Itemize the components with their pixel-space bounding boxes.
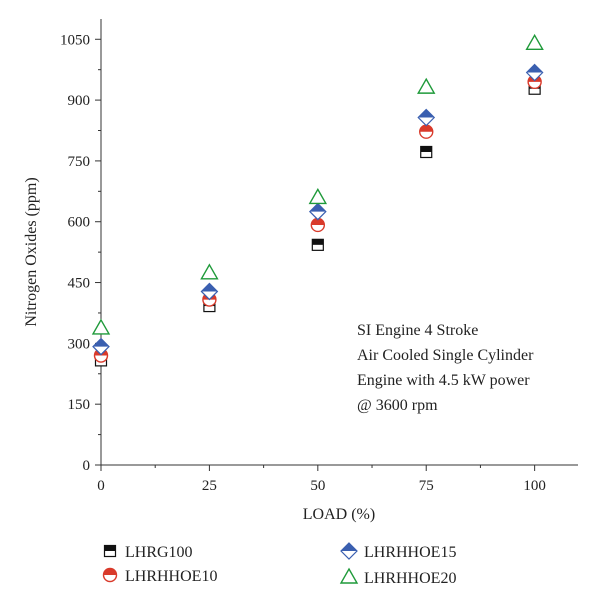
y-tick-label: 750: [68, 154, 91, 170]
y-tick-label: 450: [68, 276, 91, 292]
y-axis-title: Nitrogen Oxides (ppm): [23, 177, 40, 326]
legend-marker: [340, 542, 358, 560]
y-tick-label: 0: [83, 458, 91, 474]
data-point: [420, 145, 433, 159]
data-markers: [91, 33, 544, 367]
y-tick-label: 900: [68, 93, 91, 109]
y-tick-label: 1050: [60, 32, 90, 48]
legend-label: LHRHHOE10: [125, 568, 217, 585]
legend-marker: [102, 567, 118, 583]
legend-label: LHRHHOE20: [364, 570, 456, 587]
data-point: [308, 202, 327, 221]
annotation-line-3: Engine with 4.5 kW power: [357, 372, 530, 389]
data-point: [308, 187, 328, 205]
legend-label: LHRHHOE15: [364, 544, 456, 561]
x-tick-label: 0: [97, 478, 105, 494]
y-tick-label: 300: [68, 336, 91, 352]
data-point: [310, 217, 326, 233]
y-tick-label: 600: [68, 215, 91, 231]
legend: LHRG100 LHRHHOE10 LHRHHOE15 LHRHHOE20: [102, 542, 456, 587]
annotation-line-1: SI Engine 4 Stroke: [357, 322, 478, 339]
legend-label: LHRG100: [125, 544, 193, 561]
data-point: [91, 318, 111, 335]
y-tick-label: 150: [68, 397, 91, 413]
axes: 0 150 300 450 600 750 900 1050 0 25 50 75 100: [60, 19, 578, 494]
x-tick-label: 50: [310, 478, 325, 494]
data-point: [92, 337, 110, 356]
annotation-line-4: @ 3600 rpm: [357, 397, 438, 414]
data-point: [200, 263, 219, 280]
data-point: [419, 124, 434, 139]
x-axis-title: LOAD (%): [303, 506, 375, 523]
legend-marker: [339, 567, 359, 584]
data-point: [525, 33, 544, 51]
legend-marker: [103, 544, 117, 558]
data-point: [200, 282, 219, 301]
annotation-line-2: Air Cooled Single Cylinder: [357, 347, 534, 364]
data-point: [417, 108, 436, 127]
x-tick-label: 25: [202, 478, 217, 494]
data-point: [525, 63, 544, 82]
data-point: [311, 238, 324, 251]
chart-annotation: SI Engine 4 Stroke Air Cooled Single Cyl…: [357, 322, 534, 414]
x-tick-label: 75: [419, 478, 434, 494]
x-tick-label: 100: [523, 478, 546, 494]
data-point: [417, 77, 436, 94]
